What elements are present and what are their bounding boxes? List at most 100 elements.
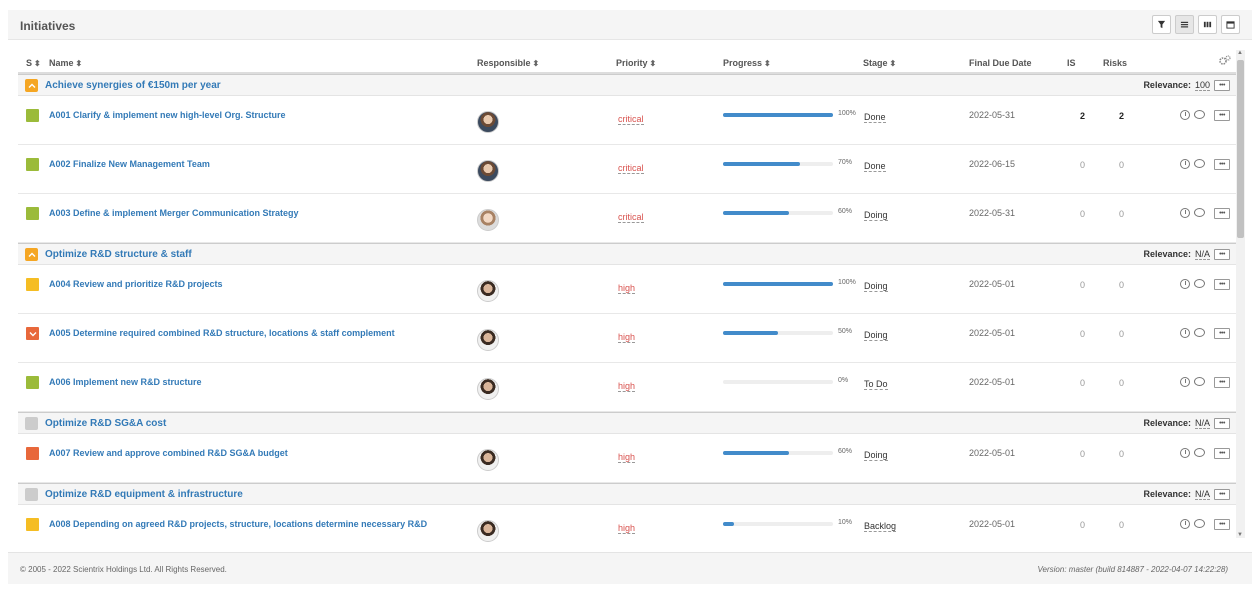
table-row[interactable]: A003 Define & implement Merger Communica… xyxy=(18,194,1236,243)
col-header-s[interactable]: S⬍ xyxy=(26,58,41,68)
scroll-up-icon[interactable]: ▲ xyxy=(1237,50,1243,56)
scrollbar-thumb[interactable] xyxy=(1237,60,1244,238)
priority-value[interactable]: high xyxy=(618,381,635,392)
comment-icon[interactable] xyxy=(1194,279,1205,288)
group-title[interactable]: Optimize R&D equipment & infrastructure xyxy=(45,489,243,500)
table-row[interactable]: A008 Depending on agreed R&D projects, s… xyxy=(18,505,1236,545)
stage-value[interactable]: Doing xyxy=(864,281,888,292)
table-row[interactable]: A002 Finalize New Management Team critic… xyxy=(18,145,1236,194)
relevance-value[interactable]: 100 xyxy=(1195,80,1210,91)
clock-icon[interactable] xyxy=(1180,377,1190,387)
priority-value[interactable]: critical xyxy=(618,163,644,174)
avatar[interactable] xyxy=(477,378,499,400)
scrollbar[interactable]: ▲ ▼ xyxy=(1236,50,1245,538)
table-row[interactable]: A007 Review and approve combined R&D SG&… xyxy=(18,434,1236,483)
avatar[interactable] xyxy=(477,209,499,231)
priority-value[interactable]: critical xyxy=(618,212,644,223)
comment-icon[interactable] xyxy=(1194,328,1205,337)
initiative-name-link[interactable]: A002 Finalize New Management Team xyxy=(49,159,210,169)
avatar[interactable] xyxy=(477,160,499,182)
group-toggle[interactable] xyxy=(25,79,38,92)
row-more-button[interactable]: ••• xyxy=(1214,328,1230,339)
clock-icon[interactable] xyxy=(1180,208,1190,218)
avatar[interactable] xyxy=(477,329,499,351)
col-header-progress[interactable]: Progress⬍ xyxy=(723,58,771,68)
initiative-name-link[interactable]: A004 Review and prioritize R&D projects xyxy=(49,279,223,289)
relevance-value[interactable]: N/A xyxy=(1195,249,1210,260)
col-header-responsible[interactable]: Responsible⬍ xyxy=(477,58,539,68)
filter-button[interactable] xyxy=(1152,15,1171,34)
stage-value[interactable]: Doing xyxy=(864,450,888,461)
row-more-button[interactable]: ••• xyxy=(1214,279,1230,290)
avatar[interactable] xyxy=(477,280,499,302)
group-more-button[interactable]: ••• xyxy=(1214,489,1230,500)
priority-value[interactable]: high xyxy=(618,452,635,463)
group-toggle[interactable] xyxy=(25,248,38,261)
initiative-name-link[interactable]: A005 Determine required combined R&D str… xyxy=(49,328,395,338)
comment-icon[interactable] xyxy=(1194,448,1205,457)
group-toggle[interactable] xyxy=(25,488,38,501)
initiative-name-link[interactable]: A003 Define & implement Merger Communica… xyxy=(49,208,299,218)
group-title[interactable]: Optimize R&D structure & staff xyxy=(45,249,192,260)
row-more-button[interactable]: ••• xyxy=(1214,377,1230,388)
avatar[interactable] xyxy=(477,111,499,133)
stage-value[interactable]: Backlog xyxy=(864,521,896,532)
initiative-name-link[interactable]: A007 Review and approve combined R&D SG&… xyxy=(49,448,288,458)
stage-value[interactable]: Done xyxy=(864,112,886,123)
initiative-name-link[interactable]: A001 Clarify & implement new high-level … xyxy=(49,110,286,120)
clock-icon[interactable] xyxy=(1180,328,1190,338)
priority-value[interactable]: high xyxy=(618,283,635,294)
priority-value[interactable]: high xyxy=(618,523,635,534)
row-more-button[interactable]: ••• xyxy=(1214,159,1230,170)
ellipsis-icon: ••• xyxy=(1219,492,1225,497)
clock-icon[interactable] xyxy=(1180,519,1190,529)
group-title[interactable]: Achieve synergies of €150m per year xyxy=(45,80,221,91)
kanban-view-button[interactable] xyxy=(1198,15,1217,34)
avatar[interactable] xyxy=(477,520,499,542)
table-row[interactable]: A001 Clarify & implement new high-level … xyxy=(18,96,1236,145)
clock-icon[interactable] xyxy=(1180,159,1190,169)
stage-value[interactable]: Done xyxy=(864,161,886,172)
group-toggle[interactable] xyxy=(25,417,38,430)
table-row[interactable]: A004 Review and prioritize R&D projects … xyxy=(18,265,1236,314)
row-more-button[interactable]: ••• xyxy=(1214,110,1230,121)
group-title[interactable]: Optimize R&D SG&A cost xyxy=(45,418,166,429)
row-more-button[interactable]: ••• xyxy=(1214,448,1230,459)
avatar[interactable] xyxy=(477,449,499,471)
clock-icon[interactable] xyxy=(1180,279,1190,289)
clock-icon[interactable] xyxy=(1180,110,1190,120)
progress-bar xyxy=(723,380,833,384)
group-more-button[interactable]: ••• xyxy=(1214,249,1230,260)
col-header-priority[interactable]: Priority⬍ xyxy=(616,58,656,68)
column-settings-button[interactable] xyxy=(1219,55,1231,68)
comment-icon[interactable] xyxy=(1194,110,1205,119)
row-more-button[interactable]: ••• xyxy=(1214,519,1230,530)
group-more-button[interactable]: ••• xyxy=(1214,80,1230,91)
priority-value[interactable]: critical xyxy=(618,114,644,125)
stage-value[interactable]: Doing xyxy=(864,210,888,221)
stage-value[interactable]: Doing xyxy=(864,330,888,341)
ellipsis-icon: ••• xyxy=(1219,282,1225,287)
group-relevance: Relevance:N/A xyxy=(1143,249,1210,259)
table-row[interactable]: A006 Implement new R&D structure high 0%… xyxy=(18,363,1236,412)
comment-icon[interactable] xyxy=(1194,159,1205,168)
comment-icon[interactable] xyxy=(1194,519,1205,528)
table-row[interactable]: A005 Determine required combined R&D str… xyxy=(18,314,1236,363)
comment-icon[interactable] xyxy=(1194,377,1205,386)
initiative-name-link[interactable]: A006 Implement new R&D structure xyxy=(49,377,202,387)
clock-icon[interactable] xyxy=(1180,448,1190,458)
calendar-view-button[interactable] xyxy=(1221,15,1240,34)
list-view-button[interactable] xyxy=(1175,15,1194,34)
stage-value[interactable]: To Do xyxy=(864,379,888,390)
ellipsis-icon: ••• xyxy=(1219,83,1225,88)
scroll-down-icon[interactable]: ▼ xyxy=(1237,532,1243,538)
relevance-value[interactable]: N/A xyxy=(1195,489,1210,500)
priority-value[interactable]: high xyxy=(618,332,635,343)
col-header-name[interactable]: Name⬍ xyxy=(49,58,82,68)
initiative-name-link[interactable]: A008 Depending on agreed R&D projects, s… xyxy=(49,519,427,529)
relevance-value[interactable]: N/A xyxy=(1195,418,1210,429)
row-more-button[interactable]: ••• xyxy=(1214,208,1230,219)
group-more-button[interactable]: ••• xyxy=(1214,418,1230,429)
col-header-stage[interactable]: Stage⬍ xyxy=(863,58,896,68)
comment-icon[interactable] xyxy=(1194,208,1205,217)
